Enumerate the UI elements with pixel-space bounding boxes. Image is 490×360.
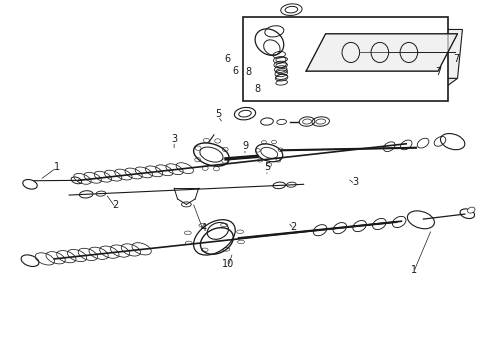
Text: 1: 1 (411, 265, 416, 275)
Ellipse shape (239, 110, 251, 117)
Text: 6: 6 (224, 54, 230, 64)
Ellipse shape (285, 6, 298, 13)
Bar (243, 17, 448, 101)
Text: 8: 8 (254, 84, 260, 94)
Polygon shape (306, 78, 458, 93)
Text: 10: 10 (222, 259, 234, 269)
Text: 3: 3 (171, 134, 177, 144)
Text: 1: 1 (54, 162, 60, 172)
Ellipse shape (467, 207, 475, 213)
Text: 5: 5 (264, 162, 270, 172)
Text: 5: 5 (215, 109, 221, 119)
Text: 8: 8 (245, 67, 251, 77)
Text: 6: 6 (232, 66, 238, 76)
Ellipse shape (316, 119, 325, 124)
Text: 7: 7 (454, 54, 460, 64)
Text: 7: 7 (435, 67, 441, 77)
Ellipse shape (303, 119, 312, 124)
Polygon shape (306, 34, 458, 71)
Polygon shape (326, 30, 463, 78)
Text: 9: 9 (242, 141, 248, 151)
Text: 2: 2 (291, 222, 297, 231)
Text: 4: 4 (200, 224, 206, 233)
Text: 3: 3 (352, 177, 358, 187)
Text: 2: 2 (112, 200, 119, 210)
